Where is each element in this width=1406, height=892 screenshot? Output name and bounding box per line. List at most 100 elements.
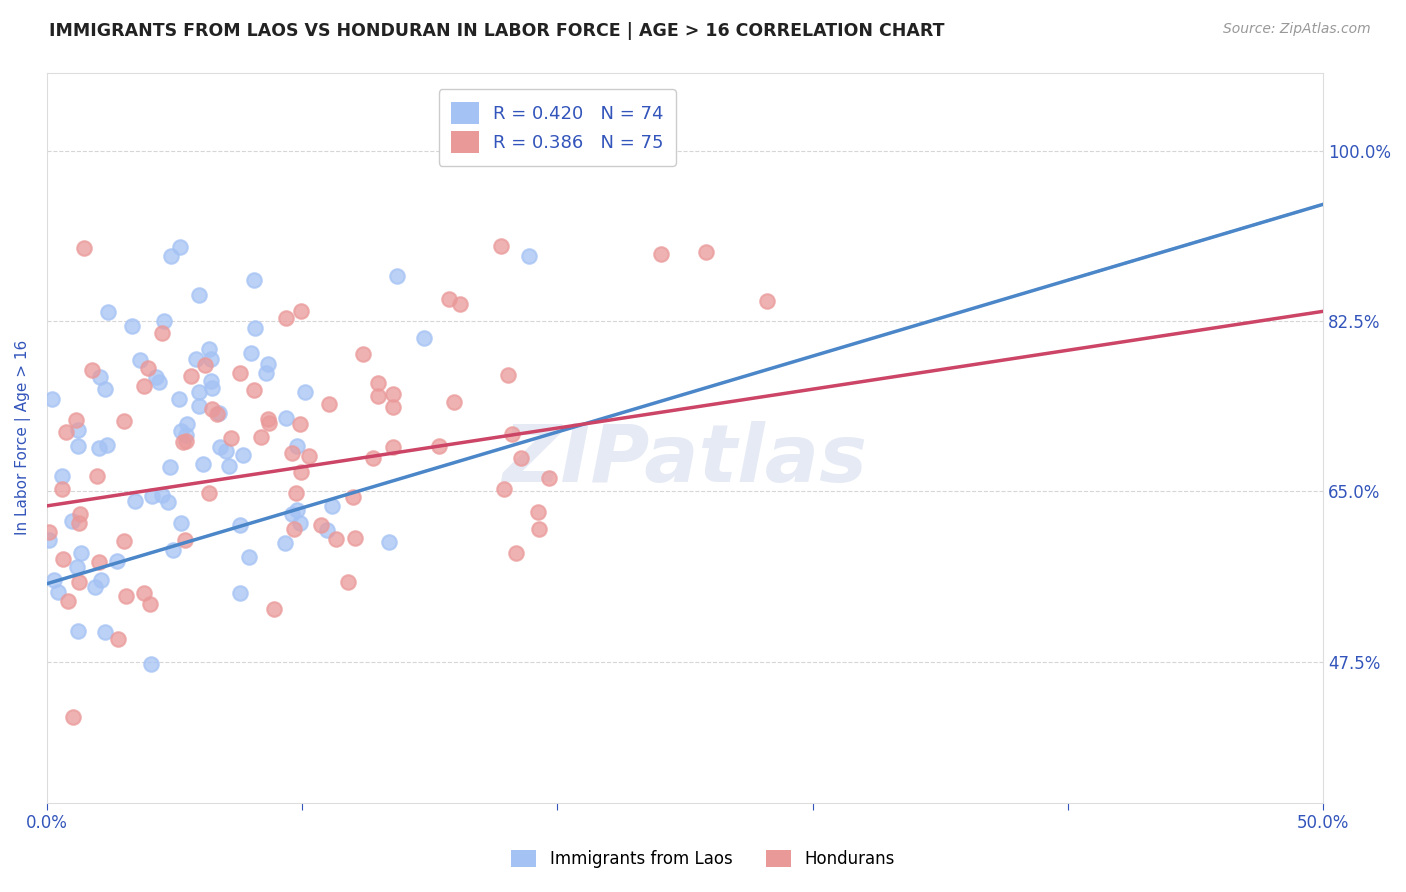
- Point: [208, 440, 231, 454]
- Point: [150, 488, 173, 502]
- Point: [89, 370, 111, 384]
- Text: Source: ZipAtlas.com: Source: ZipAtlas.com: [1223, 22, 1371, 37]
- Point: [141, 490, 163, 504]
- Point: [250, 430, 273, 444]
- Point: [145, 370, 167, 384]
- Point: [58, 593, 80, 607]
- Point: [208, 406, 231, 420]
- Point: [352, 346, 374, 360]
- Point: [288, 417, 311, 431]
- Point: [174, 434, 197, 448]
- Point: [60, 514, 83, 528]
- Point: [198, 342, 221, 356]
- Point: [650, 247, 672, 261]
- Point: [382, 400, 405, 414]
- Point: [443, 395, 465, 409]
- Point: [281, 446, 304, 460]
- Point: [494, 482, 516, 496]
- Point: [174, 427, 197, 442]
- Point: [159, 249, 181, 263]
- Point: [41, 392, 63, 406]
- Legend: Immigrants from Laos, Hondurans: Immigrants from Laos, Hondurans: [505, 843, 901, 875]
- Point: [517, 248, 540, 262]
- Point: [281, 507, 304, 521]
- Point: [315, 524, 337, 538]
- Point: [256, 366, 278, 380]
- Point: [173, 533, 195, 547]
- Point: [367, 376, 389, 390]
- Point: [496, 368, 519, 383]
- Point: [229, 366, 252, 380]
- Point: [449, 296, 471, 310]
- Point: [381, 387, 404, 401]
- Point: [80, 363, 103, 377]
- Point: [219, 431, 242, 445]
- Point: [129, 353, 152, 368]
- Point: [239, 346, 262, 360]
- Point: [218, 458, 240, 473]
- Point: [66, 423, 89, 437]
- Point: [156, 495, 179, 509]
- Point: [527, 522, 550, 536]
- Point: [290, 304, 312, 318]
- Point: [257, 412, 280, 426]
- Point: [90, 573, 112, 587]
- Point: [427, 438, 450, 452]
- Point: [70, 546, 93, 560]
- Point: [89, 555, 111, 569]
- Point: [51, 552, 73, 566]
- Point: [97, 305, 120, 319]
- Point: [194, 359, 217, 373]
- Point: [188, 385, 211, 400]
- Point: [38, 533, 60, 548]
- Point: [318, 397, 340, 411]
- Point: [73, 241, 96, 255]
- Point: [285, 502, 308, 516]
- Point: [67, 574, 90, 589]
- Point: [148, 375, 170, 389]
- Point: [191, 457, 214, 471]
- Point: [176, 417, 198, 432]
- Point: [200, 374, 222, 388]
- Point: [96, 438, 118, 452]
- Point: [112, 533, 135, 548]
- Point: [377, 534, 399, 549]
- Point: [84, 581, 107, 595]
- Point: [87, 441, 110, 455]
- Point: [159, 460, 181, 475]
- Point: [55, 425, 77, 439]
- Point: [169, 424, 191, 438]
- Legend: R = 0.420   N = 74, R = 0.386   N = 75: R = 0.420 N = 74, R = 0.386 N = 75: [439, 89, 676, 166]
- Text: IMMIGRANTS FROM LAOS VS HONDURAN IN LABOR FORCE | AGE > 16 CORRELATION CHART: IMMIGRANTS FROM LAOS VS HONDURAN IN LABO…: [49, 22, 945, 40]
- Point: [437, 292, 460, 306]
- Point: [105, 554, 128, 568]
- Point: [132, 586, 155, 600]
- Point: [489, 239, 512, 253]
- Point: [62, 710, 84, 724]
- Point: [229, 586, 252, 600]
- Point: [344, 531, 367, 545]
- Point: [276, 310, 298, 325]
- Point: [46, 585, 69, 599]
- Point: [132, 378, 155, 392]
- Point: [502, 427, 524, 442]
- Point: [162, 543, 184, 558]
- Point: [124, 494, 146, 508]
- Point: [755, 294, 778, 309]
- Point: [256, 357, 278, 371]
- Point: [263, 602, 285, 616]
- Point: [86, 468, 108, 483]
- Point: [361, 451, 384, 466]
- Point: [114, 414, 136, 428]
- Point: [51, 483, 73, 497]
- Point: [342, 490, 364, 504]
- Point: [42, 573, 65, 587]
- Point: [139, 597, 162, 611]
- Point: [695, 244, 717, 259]
- Point: [207, 407, 229, 421]
- Point: [238, 550, 260, 565]
- Point: [273, 536, 295, 550]
- Point: [150, 326, 173, 341]
- Point: [325, 532, 347, 546]
- Point: [510, 450, 533, 465]
